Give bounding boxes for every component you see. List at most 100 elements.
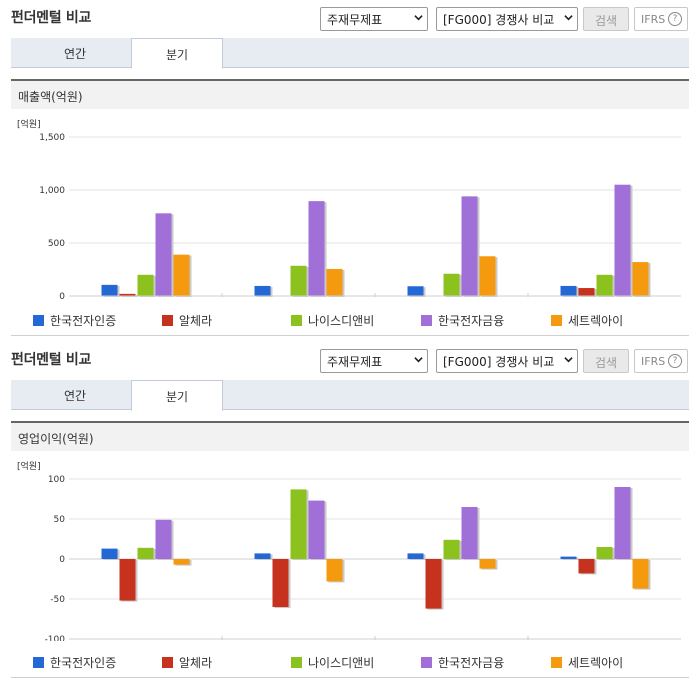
statement-select[interactable]: 주재무제표 xyxy=(320,349,428,373)
operating-profit-bar-chart: [억원]-100-500501002023/062023/092023/1220… xyxy=(17,460,681,641)
legend-item[interactable]: 알체라 xyxy=(162,312,212,329)
y-tick-label: 50 xyxy=(54,515,66,525)
fundamental-panel-2: 펀더멘털 비교 주재무제표 [FG000] 경쟁사 비교 검색 IFRS ? 연… xyxy=(0,342,696,684)
bar[interactable] xyxy=(578,559,595,574)
ifrs-button[interactable]: IFRS ? xyxy=(634,7,688,31)
bar[interactable] xyxy=(308,500,325,559)
bar[interactable] xyxy=(101,548,118,559)
bar[interactable] xyxy=(461,507,478,559)
tab-annual[interactable]: 연간 xyxy=(63,47,87,61)
bar[interactable] xyxy=(443,539,460,559)
ifrs-label: IFRS xyxy=(641,355,666,368)
bar[interactable] xyxy=(560,285,577,296)
legend-swatch xyxy=(162,657,173,668)
tab-quarterly[interactable]: 분기 xyxy=(131,380,223,411)
bar[interactable] xyxy=(407,286,424,296)
chart-legend: 한국전자인증 알체라 나이스디앤비 한국전자금융 세트렉아이 xyxy=(11,654,689,676)
bar[interactable] xyxy=(173,254,190,296)
chevron-down-icon xyxy=(564,357,573,363)
bar[interactable] xyxy=(101,284,118,296)
legend-item[interactable]: 나이스디앤비 xyxy=(291,312,374,329)
legend-label: 한국전자금융 xyxy=(438,656,505,670)
bar[interactable] xyxy=(614,184,631,296)
legend-swatch xyxy=(551,315,562,326)
chevron-down-icon xyxy=(564,15,573,21)
bar[interactable] xyxy=(290,489,307,559)
bar[interactable] xyxy=(290,265,307,296)
bar[interactable] xyxy=(560,556,577,559)
bar[interactable] xyxy=(326,268,343,296)
legend-label: 한국전자인증 xyxy=(50,656,117,670)
legend-item[interactable]: 세트렉아이 xyxy=(551,654,623,671)
period-tabs: 연간 분기 xyxy=(11,38,689,69)
bar[interactable] xyxy=(407,553,424,559)
legend-label: 한국전자금융 xyxy=(438,314,505,328)
y-tick-label: -50 xyxy=(50,595,65,605)
legend-swatch xyxy=(162,315,173,326)
bar[interactable] xyxy=(632,559,649,589)
legend-item[interactable]: 알체라 xyxy=(162,654,212,671)
y-unit-label: [억원] xyxy=(17,118,41,130)
legend-label: 나이스디앤비 xyxy=(308,656,375,670)
legend-item[interactable]: 한국전자인증 xyxy=(33,654,116,671)
bar[interactable] xyxy=(137,547,154,559)
statement-select[interactable]: 주재무제표 xyxy=(320,7,428,31)
bar[interactable] xyxy=(461,196,478,296)
search-button[interactable]: 검색 xyxy=(583,7,629,31)
panel-header: 펀더멘털 비교 주재무제표 [FG000] 경쟁사 비교 검색 IFRS ? xyxy=(0,0,696,31)
y-tick-label: 100 xyxy=(48,475,65,485)
legend-item[interactable]: 세트렉아이 xyxy=(551,312,623,329)
bar[interactable] xyxy=(137,274,154,296)
y-tick-label: 0 xyxy=(59,555,65,565)
bar[interactable] xyxy=(173,559,190,565)
bar[interactable] xyxy=(326,559,343,582)
bar[interactable] xyxy=(632,262,649,296)
search-button[interactable]: 검색 xyxy=(583,349,629,373)
y-tick-label: -100 xyxy=(45,635,66,641)
tab-annual[interactable]: 연간 xyxy=(63,389,87,403)
legend-label: 세트렉아이 xyxy=(568,656,624,670)
bar[interactable] xyxy=(479,256,496,296)
tab-quarterly[interactable]: 분기 xyxy=(131,38,223,69)
bar[interactable] xyxy=(578,288,595,296)
bar[interactable] xyxy=(119,559,136,601)
ifrs-button[interactable]: IFRS ? xyxy=(634,349,688,373)
bar[interactable] xyxy=(272,559,289,607)
peer-select[interactable]: [FG000] 경쟁사 비교 xyxy=(436,349,578,373)
chevron-down-icon xyxy=(414,15,423,21)
divider xyxy=(11,335,689,336)
legend-swatch xyxy=(421,657,432,668)
legend-label: 세트렉아이 xyxy=(568,314,624,328)
bar[interactable] xyxy=(254,285,271,296)
bar[interactable] xyxy=(155,519,172,559)
chevron-down-icon xyxy=(414,357,423,363)
bar[interactable] xyxy=(596,547,613,559)
help-icon[interactable]: ? xyxy=(668,354,682,368)
bar[interactable] xyxy=(596,274,613,296)
bar[interactable] xyxy=(479,559,496,569)
bar[interactable] xyxy=(119,293,136,296)
bar[interactable] xyxy=(254,553,271,559)
divider xyxy=(11,677,689,678)
fundamental-panel-1: 펀더멘털 비교 주재무제표 [FG000] 경쟁사 비교 검색 IFRS ? 연… xyxy=(0,0,696,336)
y-tick-label: 1,000 xyxy=(39,186,65,196)
legend-swatch xyxy=(421,315,432,326)
legend-item[interactable]: 한국전자금융 xyxy=(421,654,504,671)
bar[interactable] xyxy=(614,487,631,559)
bar[interactable] xyxy=(308,201,325,296)
bar[interactable] xyxy=(443,273,460,296)
legend-label: 알체라 xyxy=(179,314,213,328)
panel-title: 펀더멘털 비교 xyxy=(11,10,92,26)
panel-title: 펀더멘털 비교 xyxy=(11,352,92,368)
bar[interactable] xyxy=(425,559,442,609)
legend-item[interactable]: 한국전자인증 xyxy=(33,312,116,329)
help-icon[interactable]: ? xyxy=(668,12,682,26)
legend-swatch xyxy=(291,657,302,668)
peer-select[interactable]: [FG000] 경쟁사 비교 xyxy=(436,7,578,31)
panel-header: 펀더멘털 비교 주재무제표 [FG000] 경쟁사 비교 검색 IFRS ? xyxy=(0,342,696,373)
legend-item[interactable]: 나이스디앤비 xyxy=(291,654,374,671)
legend-item[interactable]: 한국전자금융 xyxy=(421,312,504,329)
bar[interactable] xyxy=(155,213,172,296)
legend-swatch xyxy=(33,657,44,668)
y-tick-label: 0 xyxy=(59,292,65,299)
